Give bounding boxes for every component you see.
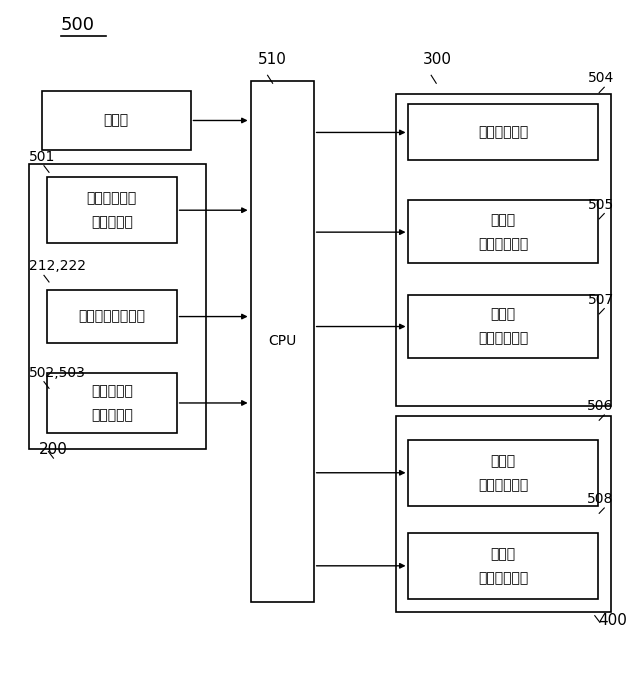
Text: 上下駆動機構: 上下駆動機構 xyxy=(478,237,528,251)
Text: コンベア用: コンベア用 xyxy=(91,384,133,398)
Bar xyxy=(47,373,177,433)
Text: 501: 501 xyxy=(29,149,56,164)
Bar xyxy=(250,81,314,602)
Text: 400: 400 xyxy=(598,612,627,628)
Text: 507: 507 xyxy=(588,293,614,307)
Text: 上下駆動機構: 上下駆動機構 xyxy=(478,478,528,492)
Bar xyxy=(408,532,598,599)
Text: 往復駆動機構: 往復駆動機構 xyxy=(478,125,528,139)
Bar xyxy=(42,91,191,150)
Bar xyxy=(47,290,177,343)
Text: センサ: センサ xyxy=(104,114,129,127)
Bar xyxy=(408,295,598,358)
Text: 504: 504 xyxy=(588,71,614,85)
Text: 506: 506 xyxy=(588,399,614,413)
Text: 駆動モータ: 駆動モータ xyxy=(91,408,133,422)
Text: 200: 200 xyxy=(39,442,68,458)
Text: 積層ドラム用: 積層ドラム用 xyxy=(87,191,137,205)
Text: CPU: CPU xyxy=(268,334,296,349)
Bar xyxy=(396,417,611,612)
Bar xyxy=(396,94,611,406)
Text: 502,503: 502,503 xyxy=(29,365,86,380)
Text: 電力供給機構: 電力供給機構 xyxy=(478,331,528,345)
Text: 第２の: 第２の xyxy=(491,547,516,561)
Text: 508: 508 xyxy=(588,492,614,506)
Text: 第１の: 第１の xyxy=(491,213,516,227)
Text: 第２の: 第２の xyxy=(491,454,516,468)
Text: 500: 500 xyxy=(61,16,95,34)
Bar xyxy=(408,104,598,160)
Text: 第１の: 第１の xyxy=(491,308,516,321)
Text: 505: 505 xyxy=(588,198,614,211)
Bar xyxy=(47,177,177,244)
Text: 510: 510 xyxy=(258,52,287,67)
Bar xyxy=(408,201,598,263)
Text: 電力供給機構: 電力供給機構 xyxy=(478,571,528,585)
Bar xyxy=(408,439,598,506)
Text: 駆動モータ: 駆動モータ xyxy=(91,215,133,229)
Text: 300: 300 xyxy=(422,52,451,67)
Text: タイミングローラ: タイミングローラ xyxy=(78,310,145,324)
Bar xyxy=(29,164,206,450)
Text: 212,222: 212,222 xyxy=(29,259,86,273)
